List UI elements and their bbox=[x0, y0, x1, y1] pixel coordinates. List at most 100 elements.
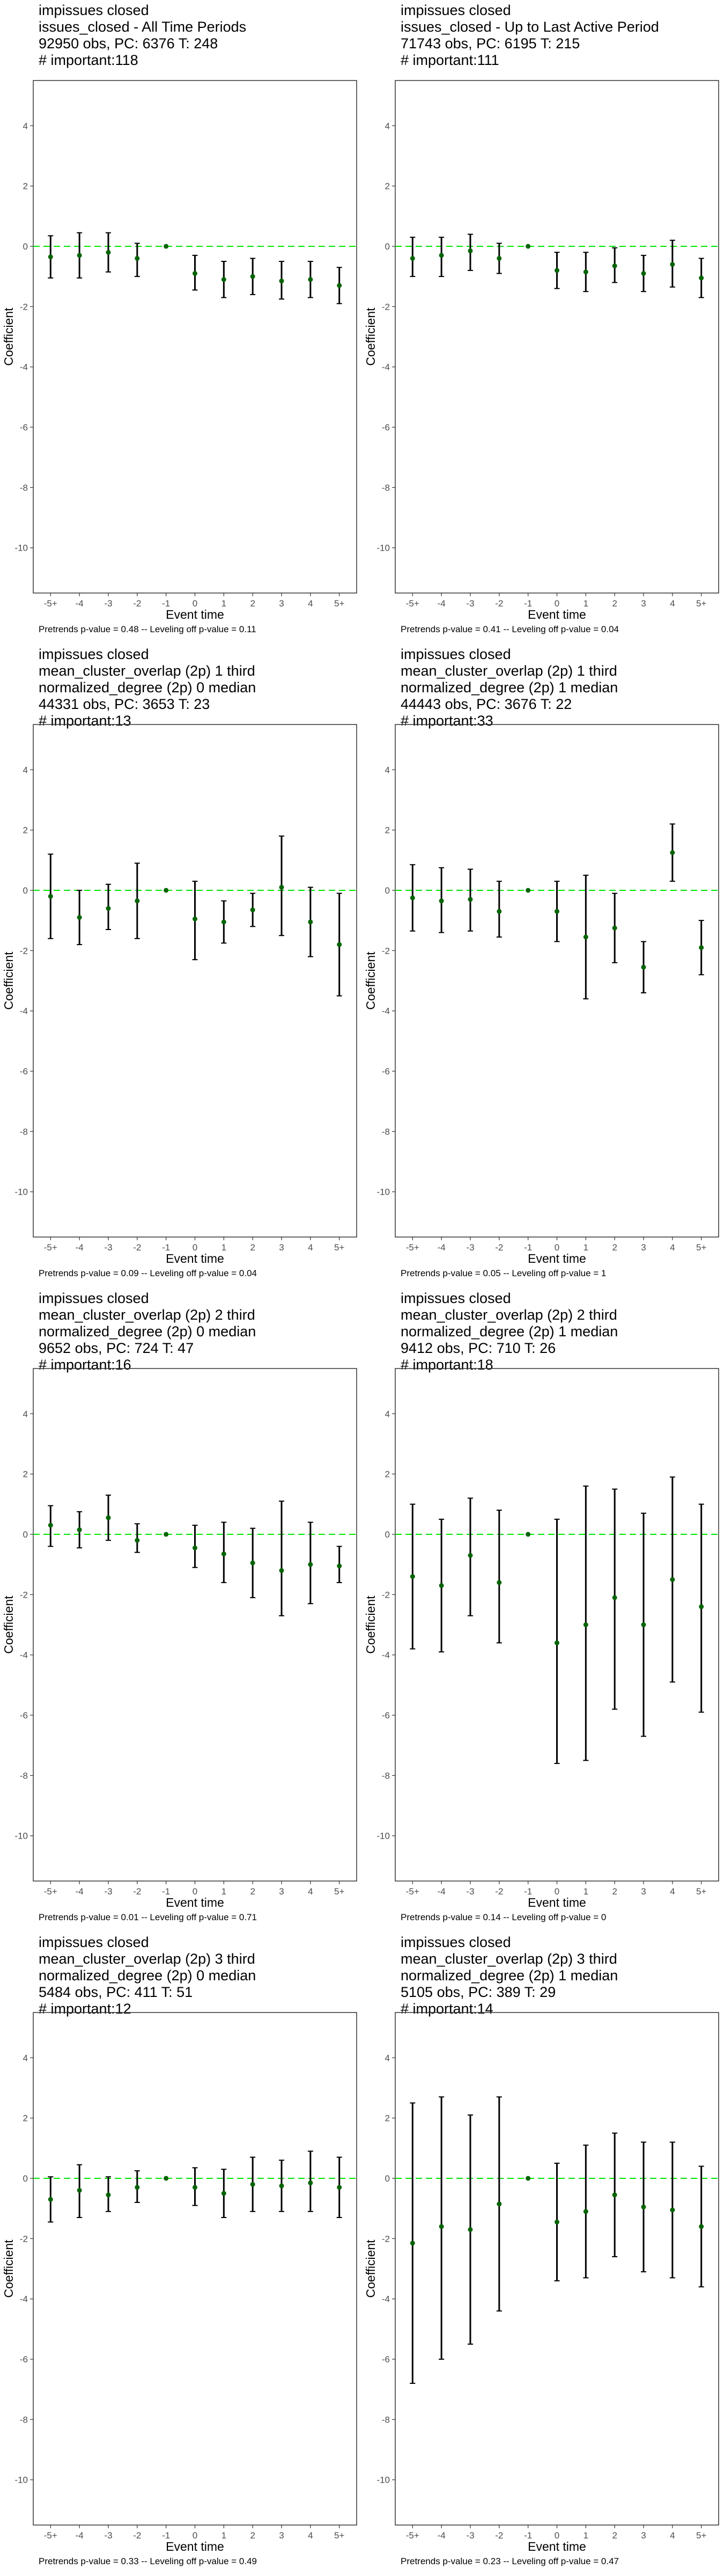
y-tick-label: -4 bbox=[20, 1006, 28, 1016]
x-tick-label: -2 bbox=[133, 2530, 141, 2541]
estimate-point bbox=[526, 244, 531, 249]
x-axis-title: Event time bbox=[166, 1896, 224, 1909]
estimate-point bbox=[48, 2197, 53, 2202]
estimate-point bbox=[641, 2204, 646, 2209]
y-axis-title: Coefficient bbox=[364, 952, 378, 1010]
estimate-point bbox=[410, 2241, 415, 2246]
estimate-point bbox=[497, 2201, 502, 2207]
y-tick-label: -8 bbox=[20, 482, 28, 493]
x-tick-label: 4 bbox=[670, 2530, 675, 2541]
x-tick-label: 0 bbox=[193, 1242, 197, 1253]
estimate-point bbox=[439, 2224, 444, 2229]
x-tick-label: -4 bbox=[76, 2530, 84, 2541]
x-tick-label: 1 bbox=[221, 1886, 226, 1897]
chart-title-line: mean_cluster_overlap (2p) 1 third bbox=[401, 663, 617, 679]
chart-panel-6: impissues closed mean_cluster_overlap (2p… bbox=[362, 1288, 724, 1932]
p-value-note: Pretrends p-value = 0.48 -- Leveling off… bbox=[39, 624, 256, 634]
y-tick-label: -8 bbox=[382, 1770, 390, 1781]
estimate-point bbox=[308, 1562, 313, 1567]
estimate-point bbox=[699, 275, 704, 281]
x-tick-label: -1 bbox=[524, 598, 532, 609]
estimate-point bbox=[439, 253, 444, 258]
estimate-point bbox=[308, 2180, 313, 2185]
x-tick-label: -5+ bbox=[44, 1886, 57, 1897]
x-tick-label: 0 bbox=[555, 598, 559, 609]
x-tick-label: 1 bbox=[221, 2530, 226, 2541]
plot-frame bbox=[395, 724, 719, 1238]
x-tick-label: -2 bbox=[495, 598, 503, 609]
y-tick-label: -10 bbox=[14, 1187, 28, 1197]
estimate-point bbox=[221, 1551, 226, 1556]
estimate-point bbox=[337, 283, 342, 288]
estimate-point bbox=[193, 916, 197, 921]
y-tick-label: -10 bbox=[376, 2475, 390, 2485]
estimate-point bbox=[48, 254, 53, 260]
estimate-point bbox=[641, 964, 646, 970]
chart-title: impissues closed issues_closed - All Time… bbox=[39, 2, 246, 69]
y-tick-label: -4 bbox=[382, 2294, 390, 2304]
plot-frame bbox=[33, 80, 357, 594]
y-tick-label: 2 bbox=[385, 2113, 390, 2124]
estimate-point bbox=[221, 2191, 226, 2196]
estimate-point bbox=[410, 1574, 415, 1579]
chart-title: impissues closed mean_cluster_overlap (2p… bbox=[401, 1290, 618, 1373]
x-tick-label: -2 bbox=[133, 598, 141, 609]
estimate-point bbox=[250, 2182, 255, 2187]
y-tick-label: 4 bbox=[23, 121, 28, 131]
x-tick-label: -2 bbox=[133, 1886, 141, 1897]
y-axis-title: Coefficient bbox=[364, 2240, 378, 2298]
x-tick-label: -5+ bbox=[44, 598, 57, 609]
y-tick-label: -6 bbox=[20, 2354, 28, 2365]
x-tick-label: 0 bbox=[193, 598, 197, 609]
chart-title-line: normalized_degree (2p) 0 median bbox=[39, 1967, 256, 1984]
estimate-point bbox=[612, 1595, 617, 1600]
y-axis-title: Coefficient bbox=[364, 308, 378, 366]
chart-title-line: impissues closed bbox=[39, 1934, 149, 1950]
x-tick-label: -4 bbox=[76, 598, 84, 609]
x-tick-label: 3 bbox=[279, 598, 284, 609]
y-tick-label: 2 bbox=[23, 1469, 28, 1480]
chart-title-line: 71743 obs, PC: 6195 T: 215 bbox=[401, 35, 580, 52]
x-tick-label: -1 bbox=[162, 2530, 170, 2541]
chart-plot: 420-2-4-6-8-10-5+ -4 -3 -2 -1 0 1 2 3 4 5+Event ti… bbox=[2, 724, 357, 1265]
y-tick-label: -8 bbox=[382, 1126, 390, 1137]
chart-title-line: # important:16 bbox=[39, 1357, 131, 1373]
estimate-point bbox=[670, 850, 675, 855]
chart-panel-4: impissues closed mean_cluster_overlap (2p… bbox=[362, 644, 724, 1288]
estimate-point bbox=[250, 1560, 255, 1565]
p-value-note: Pretrends p-value = 0.23 -- Leveling off… bbox=[401, 2556, 619, 2566]
chart-title-line: normalized_degree (2p) 1 median bbox=[401, 1323, 618, 1340]
chart-title-line: normalized_degree (2p) 0 median bbox=[39, 1323, 256, 1340]
x-tick-label: -3 bbox=[466, 598, 474, 609]
x-tick-label: -1 bbox=[524, 2530, 532, 2541]
chart-title-line: issues_closed - All Time Periods bbox=[39, 19, 247, 35]
x-tick-label: -5+ bbox=[406, 1886, 419, 1897]
y-tick-label: -4 bbox=[382, 1006, 390, 1016]
estimate-point bbox=[106, 1515, 111, 1520]
x-tick-label: 3 bbox=[279, 1242, 284, 1253]
chart-title-line: 44331 obs, PC: 3653 T: 23 bbox=[39, 696, 210, 712]
y-tick-label: -10 bbox=[376, 1187, 390, 1197]
p-value-note: Pretrends p-value = 0.09 -- Leveling off… bbox=[39, 1268, 257, 1278]
estimate-point bbox=[193, 1545, 197, 1550]
estimate-point bbox=[670, 2207, 675, 2213]
estimate-point bbox=[193, 2185, 197, 2190]
estimate-point bbox=[221, 919, 226, 925]
y-tick-label: 2 bbox=[23, 2113, 28, 2124]
estimate-point bbox=[468, 1553, 473, 1558]
y-tick-label: 0 bbox=[385, 1529, 390, 1540]
p-value-note: Pretrends p-value = 0.14 -- Leveling off… bbox=[401, 1912, 607, 1922]
y-tick-label: -2 bbox=[382, 1590, 390, 1600]
x-tick-label: 4 bbox=[670, 598, 675, 609]
x-tick-label: -5+ bbox=[406, 2530, 419, 2541]
x-tick-label: -2 bbox=[495, 2530, 503, 2541]
x-tick-label: -3 bbox=[466, 1242, 474, 1253]
y-tick-label: 4 bbox=[385, 121, 390, 131]
x-tick-label: -3 bbox=[466, 2530, 474, 2541]
estimate-point bbox=[308, 277, 313, 282]
y-tick-label: 0 bbox=[23, 2174, 28, 2184]
y-tick-label: -2 bbox=[382, 2234, 390, 2244]
y-tick-label: -6 bbox=[382, 422, 390, 433]
y-tick-label: -6 bbox=[20, 1710, 28, 1721]
chart-title-line: impissues closed bbox=[401, 646, 511, 662]
